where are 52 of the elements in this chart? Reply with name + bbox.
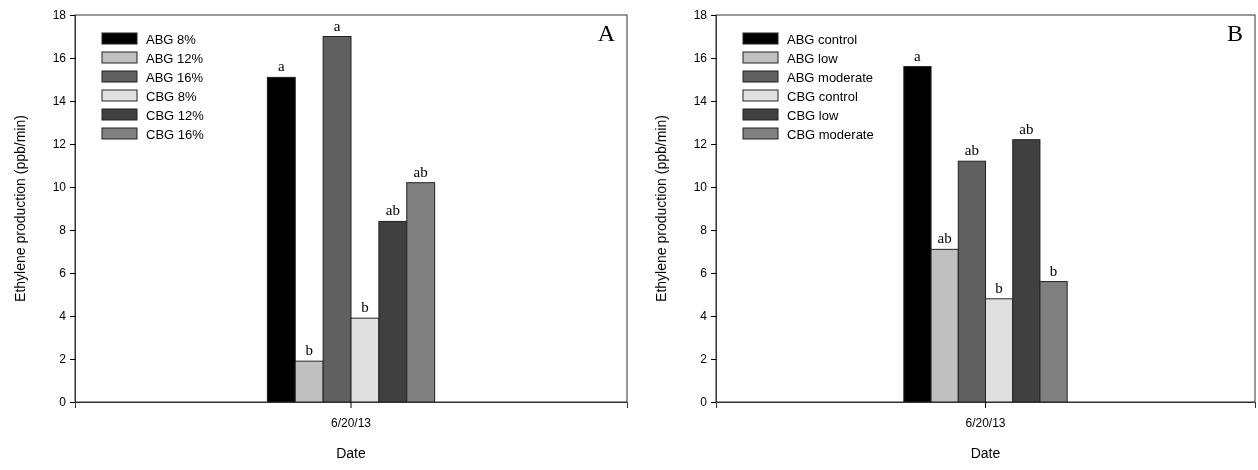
y-tick-label: 2 (59, 352, 67, 367)
data-label: ab (964, 142, 979, 159)
data-label: ab (413, 163, 428, 180)
data-label: a (277, 58, 285, 75)
x-tick-label: 6/20/13 (965, 415, 1006, 430)
data-label: ab (1019, 120, 1034, 137)
y-tick-label: 0 (59, 395, 67, 410)
legend-label: ABG 8% (146, 31, 197, 47)
legend-label: ABG low (787, 50, 839, 66)
x-axis-title: Date (970, 445, 1001, 461)
data-label: ab (937, 230, 952, 247)
y-tick-label: 4 (700, 309, 708, 324)
x-axis-title: Date (336, 445, 366, 461)
legend-label: ABG moderate (787, 69, 873, 85)
y-axis-title: Ethylene production (ppb/min) (653, 115, 669, 302)
y-tick-label: 8 (700, 223, 708, 238)
y-tick-label: 6 (59, 266, 67, 281)
data-label: a (914, 47, 922, 64)
y-tick-label: 8 (59, 223, 67, 238)
legend-label: ABG 16% (146, 69, 204, 85)
data-label: b (305, 342, 313, 359)
y-tick-label: 10 (693, 180, 708, 195)
legend-label: ABG control (787, 31, 858, 47)
legend-label: CBG moderate (787, 126, 874, 142)
y-tick-label: 14 (693, 94, 708, 109)
y-tick-label: 0 (700, 395, 708, 410)
y-axis-title: Ethylene production (ppb/min) (12, 115, 28, 302)
y-tick-label: 10 (52, 180, 67, 195)
y-tick-label: 16 (52, 51, 67, 66)
data-label: b (995, 279, 1003, 296)
data-label: ab (385, 202, 400, 219)
y-tick-label: 12 (693, 137, 708, 152)
y-tick-label: 14 (52, 94, 67, 109)
legend-label: CBG 12% (146, 107, 205, 123)
legend-label: ABG 12% (146, 50, 204, 66)
data-label: b (361, 299, 369, 316)
y-tick-label: 2 (700, 352, 708, 367)
y-tick-label: 18 (693, 8, 708, 23)
legend-label: CBG control (787, 88, 858, 104)
y-tick-label: 16 (693, 51, 708, 66)
legend-label: CBG 16% (146, 126, 205, 142)
y-tick-label: 4 (59, 309, 67, 324)
x-tick-label: 6/20/13 (330, 415, 372, 430)
y-tick-label: 6 (700, 266, 708, 281)
y-tick-label: 18 (52, 8, 67, 23)
y-tick-label: 12 (52, 137, 67, 152)
legend-label: CBG low (787, 107, 839, 123)
data-label: a (333, 17, 341, 34)
chart-title: A (597, 20, 616, 46)
legend-label: CBG 8% (146, 88, 198, 104)
data-label: b (1049, 262, 1058, 279)
chart-title: B (1226, 20, 1243, 46)
